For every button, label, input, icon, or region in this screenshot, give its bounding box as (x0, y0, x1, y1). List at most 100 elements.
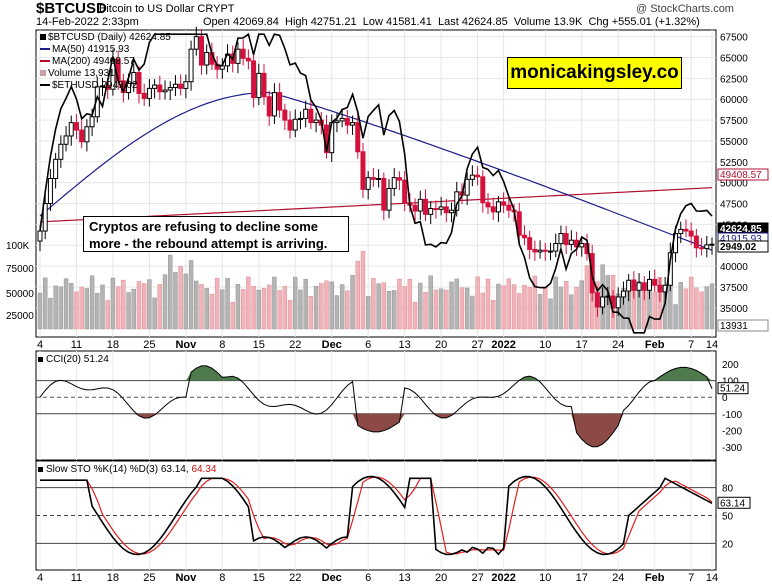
cci-value-tag-box (717, 382, 749, 395)
price-y-tick-label: 35000 (720, 304, 748, 315)
copyright-text: @ StockCharts.com (636, 3, 734, 15)
candle-body (63, 135, 69, 145)
volume-bar (100, 284, 105, 330)
volume-bar (449, 281, 454, 330)
volume-bar (261, 288, 267, 330)
volume-bar (282, 285, 288, 330)
price-y-tick-label: 65000 (720, 54, 748, 65)
sto-k-line (40, 475, 713, 556)
x-tick-label-bottom: 7 (688, 572, 694, 584)
high-label: High (285, 16, 308, 28)
eth-value-tag: 2949.02 (720, 242, 757, 253)
x-tick-label-top: 6 (365, 339, 371, 351)
volume-bar (699, 291, 704, 330)
volume-bar (209, 293, 215, 330)
volume-bar (131, 288, 136, 330)
volume-bar (136, 281, 142, 330)
candle-body (73, 122, 79, 131)
last-label: Last (437, 16, 459, 28)
candle-body (485, 202, 491, 208)
candle-body (626, 279, 632, 292)
candle-body (469, 174, 475, 180)
volume-bar (496, 283, 501, 330)
candle-body (251, 60, 257, 99)
volume-bar (188, 260, 194, 330)
candle-body (438, 206, 444, 210)
sto-title: Slow STO %K(14) %D(3) 63.14, 64.34 (38, 464, 216, 475)
volume-bar (444, 289, 449, 330)
x-tick-label-top: 27 (471, 339, 483, 351)
volume-bar (579, 280, 584, 330)
volume-bar (95, 292, 100, 330)
low-label: Low (362, 16, 383, 28)
volume-bar (574, 286, 579, 330)
volume-bar (157, 284, 163, 330)
volume-bar (454, 278, 459, 330)
candle-body (376, 177, 382, 180)
x-tick-label-bottom: Nov (175, 572, 197, 584)
volume-bar (345, 290, 350, 330)
candle-body (100, 85, 106, 88)
candle-body (261, 72, 267, 98)
price-y-tick-label: 62500 (720, 74, 748, 85)
volume-bar (121, 279, 126, 330)
candle-body (308, 108, 314, 124)
volume-bar (152, 297, 157, 330)
volume-bar (558, 286, 564, 330)
x-tick-label-bottom: 14 (706, 572, 718, 584)
symbol-title: $BTCUSD (36, 0, 107, 17)
volume-bar (470, 295, 475, 330)
volume-bar (173, 271, 178, 330)
volume-bar (308, 296, 314, 330)
candle-body (594, 292, 600, 308)
x-tick-label-top: Nov (175, 339, 197, 351)
x-tick-label-bottom: 2022 (491, 572, 515, 584)
volume-bar (105, 300, 110, 330)
legend-volume: Volume 13,931 (40, 68, 171, 80)
candle-body (709, 243, 715, 246)
volume-bar (58, 286, 64, 330)
volume-bar (63, 278, 69, 330)
candle-body (240, 48, 246, 59)
candle-body (646, 278, 652, 291)
volume-bar (74, 291, 79, 330)
open-label: Open (203, 16, 230, 28)
cci-y-tick-label: 200 (722, 360, 739, 371)
volume-bar (407, 279, 413, 330)
candle-body (521, 234, 527, 239)
sto-y-tick-label: 50 (722, 512, 734, 523)
x-tick-label-top: 14 (706, 339, 718, 351)
x-tick-label-bottom: 13 (399, 572, 411, 584)
x-tick-label-bottom: Dec (322, 572, 342, 584)
sto-value-tag-box (717, 496, 751, 509)
volume-axis-label: 25000 (6, 311, 34, 322)
x-tick-label-bottom: 6 (365, 572, 371, 584)
candle-body (193, 36, 199, 50)
candle-body (68, 122, 74, 137)
candle-body (620, 290, 626, 298)
volume-bar (412, 301, 418, 330)
volume-bar (329, 281, 334, 330)
x-tick-label-bottom: 4 (37, 572, 43, 584)
x-tick-label-bottom: 25 (143, 572, 155, 584)
price-y-tick-label: 40000 (720, 262, 748, 273)
candle-body (402, 179, 408, 204)
ohlc-readout: Open 42069.84 High 42751.21 Low 41581.41… (203, 16, 700, 28)
candle-body (579, 243, 585, 248)
legend-ma50: MA(50) 41915.93 (40, 44, 171, 56)
cci-value-tag: 51.24 (720, 384, 745, 395)
candle-body (558, 233, 564, 245)
candle-body (334, 120, 340, 124)
volume-bar (527, 286, 532, 330)
cci-panel-frame (35, 350, 717, 461)
volume-bar (553, 276, 558, 330)
x-tick-label-bottom: 15 (253, 572, 265, 584)
chart-date: 14-Feb-2022 2:33pm (36, 16, 139, 28)
x-tick-label-bottom: 20 (435, 572, 447, 584)
sto-value-tag: 63.14 (720, 498, 745, 509)
candle-body (198, 36, 204, 66)
volume-bar (371, 278, 376, 330)
volume-bar (365, 296, 371, 330)
candle-body (277, 92, 283, 111)
candle-body (495, 201, 501, 213)
